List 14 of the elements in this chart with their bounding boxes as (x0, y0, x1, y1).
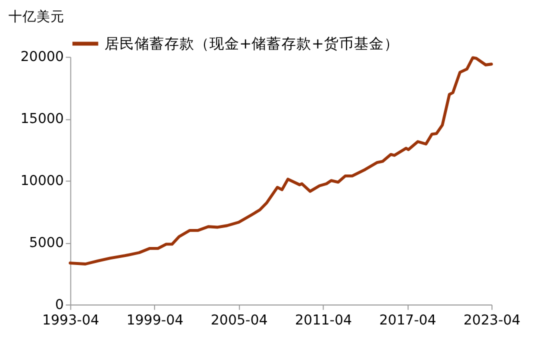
x-tick-label: 1999-04 (126, 312, 184, 329)
line-series (68, 56, 493, 266)
y-tick-label: 15000 (20, 111, 64, 128)
y-tick-label: 0 (55, 296, 64, 313)
y-tick-label: 20000 (20, 49, 64, 66)
y-tick-label: 10000 (20, 173, 64, 190)
x-tick-label: 2011-04 (294, 312, 352, 329)
y-tick-label: 5000 (29, 234, 64, 251)
x-tick-label: 2005-04 (210, 312, 268, 329)
x-tick-label: 1993-04 (42, 312, 100, 329)
x-tick-label: 2017-04 (379, 312, 436, 329)
legend-label: 居民储蓄存款（现金+储蓄存款+货币基金） (104, 36, 399, 53)
y-axis-title: 十亿美元 (8, 9, 64, 26)
x-tick-label: 2023-04 (463, 312, 520, 329)
